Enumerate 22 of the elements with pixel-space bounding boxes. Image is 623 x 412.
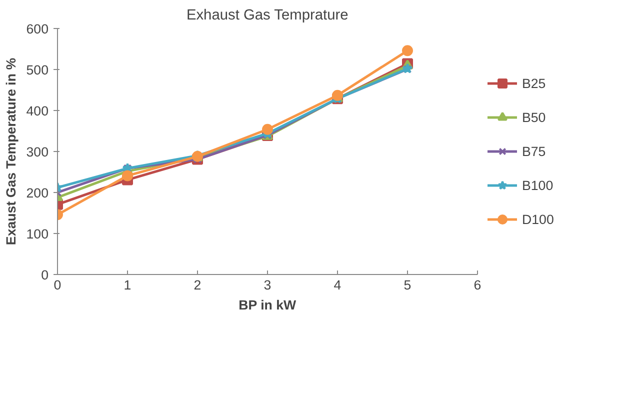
x-tick-label: 5	[404, 278, 412, 292]
x-tick-label: 4	[334, 278, 342, 292]
x-tick-label: 0	[54, 278, 62, 292]
legend-label: B25	[522, 76, 546, 90]
x-axis-title: BP in kW	[238, 298, 297, 312]
chart-title: Exhaust Gas Temprature	[186, 8, 348, 24]
legend-label: B50	[522, 110, 546, 124]
y-tick-label: 200	[26, 186, 49, 200]
y-tick-label: 300	[26, 144, 49, 160]
x-tick-label: 1	[124, 278, 132, 292]
y-axis-title: Exaust Gas Temperature in %	[3, 58, 18, 246]
x-tick-label: 2	[194, 278, 202, 292]
y-tick-label: 400	[26, 104, 49, 118]
y-tick-label: 500	[26, 62, 49, 78]
y-tick-label: 600	[26, 22, 49, 36]
y-tick-label: 0	[41, 268, 49, 282]
legend-label: D100	[522, 212, 554, 226]
x-tick-label: 3	[264, 278, 272, 292]
legend-label: B100	[522, 178, 554, 192]
y-tick-label: 100	[26, 226, 49, 242]
x-tick-label: 6	[474, 278, 482, 292]
legend-label: B75	[522, 144, 546, 158]
